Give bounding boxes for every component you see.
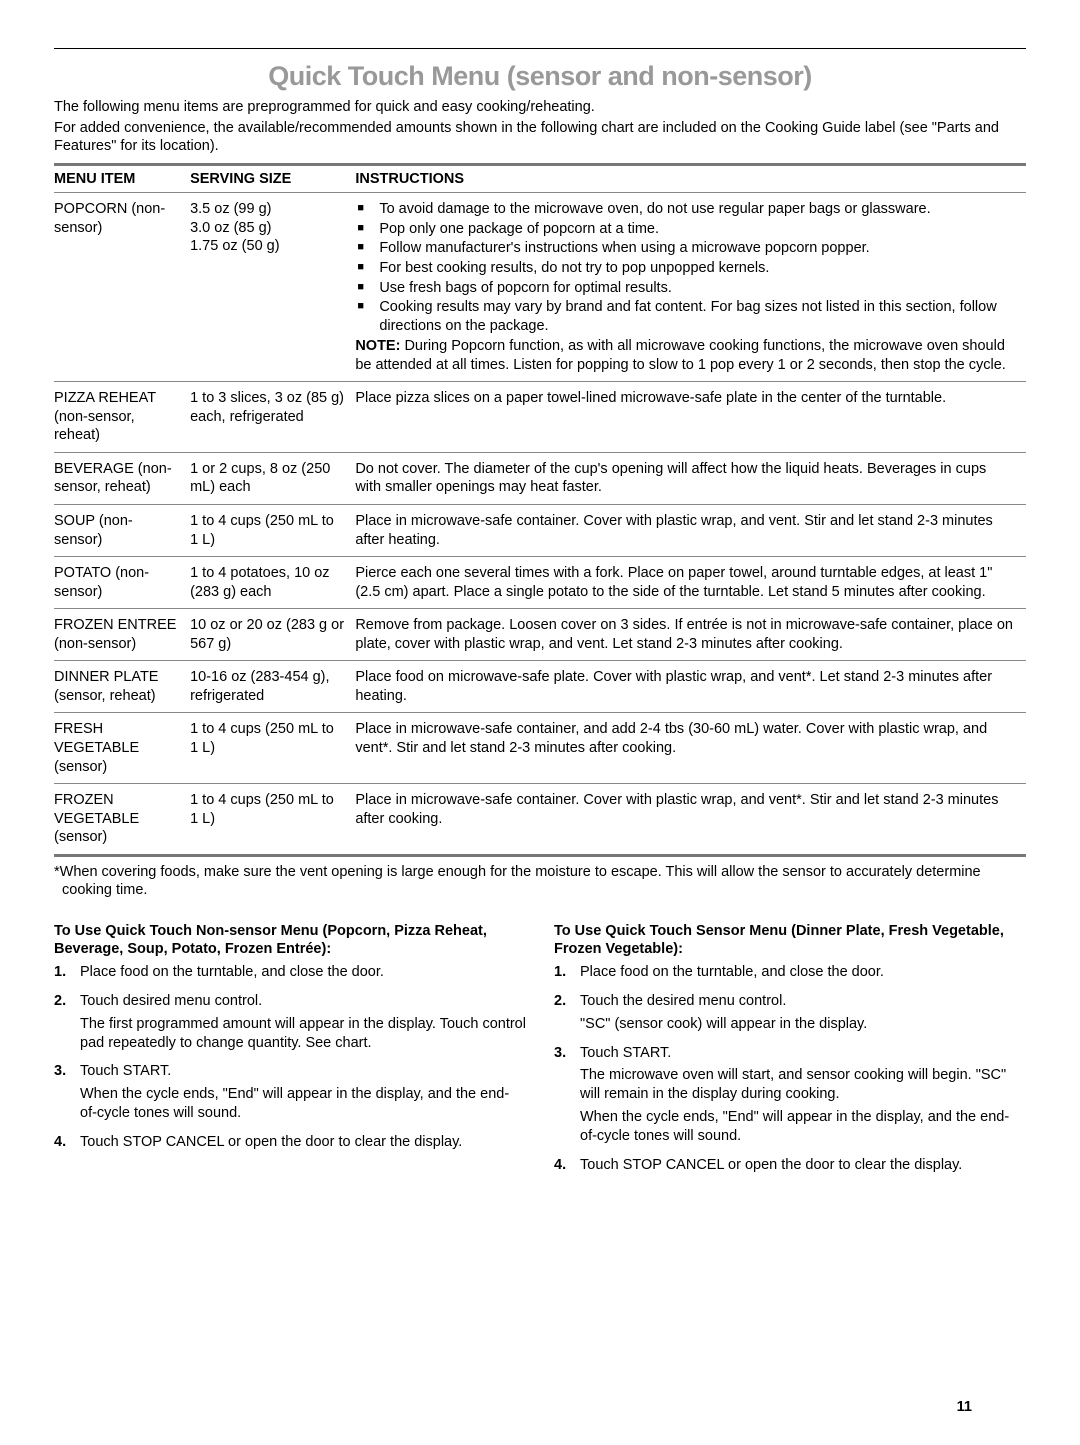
bullet-item: Pop only one package of popcorn at a tim…: [355, 220, 1016, 239]
cell-menu-item: DINNER PLATE (sensor, reheat): [54, 661, 190, 713]
cell-serving-size: 3.5 oz (99 g) 3.0 oz (85 g) 1.75 oz (50 …: [190, 193, 355, 382]
table-row: DINNER PLATE (sensor, reheat)10-16 oz (2…: [54, 661, 1026, 713]
step-item: Touch START.The microwave oven will star…: [554, 1044, 1026, 1146]
cell-instructions: Place pizza slices on a paper towel-line…: [355, 382, 1026, 453]
bullet-item: Cooking results may vary by brand and fa…: [355, 298, 1016, 335]
note-label: NOTE:: [355, 338, 400, 354]
table-row: FROZEN ENTREE (non-sensor)10 oz or 20 oz…: [54, 609, 1026, 661]
cell-menu-item: SOUP (non-sensor): [54, 505, 190, 557]
menu-table: MENU ITEM SERVING SIZE INSTRUCTIONS POPC…: [54, 163, 1026, 856]
cell-instructions: Pierce each one several times with a for…: [355, 557, 1026, 609]
left-steps: Place food on the turntable, and close t…: [54, 963, 526, 1152]
page-number: 11: [957, 1399, 972, 1415]
top-rule: [54, 48, 1026, 49]
cell-menu-item: PIZZA REHEAT (non-sensor, reheat): [54, 382, 190, 453]
step-subtext: When the cycle ends, "End" will appear i…: [80, 1085, 526, 1123]
instruction-columns: To Use Quick Touch Non-sensor Menu (Popc…: [54, 922, 1026, 1185]
table-row: FROZEN VEGETABLE (sensor)1 to 4 cups (25…: [54, 784, 1026, 856]
left-column: To Use Quick Touch Non-sensor Menu (Popc…: [54, 922, 526, 1185]
step-subtext: The microwave oven will start, and senso…: [580, 1066, 1026, 1104]
intro-p1: The following menu items are preprogramm…: [54, 98, 1026, 116]
bullet-item: Use fresh bags of popcorn for optimal re…: [355, 279, 1016, 298]
bullet-item: For best cooking results, do not try to …: [355, 259, 1016, 278]
cell-menu-item: FROZEN ENTREE (non-sensor): [54, 609, 190, 661]
step-item: Touch STOP CANCEL or open the door to cl…: [54, 1133, 526, 1152]
th-serving-size: SERVING SIZE: [190, 165, 355, 193]
cell-serving-size: 1 to 4 cups (250 mL to 1 L): [190, 505, 355, 557]
bullet-item: To avoid damage to the microwave oven, d…: [355, 200, 1016, 219]
left-heading: To Use Quick Touch Non-sensor Menu (Popc…: [54, 922, 526, 958]
cell-instructions: Remove from package. Loosen cover on 3 s…: [355, 609, 1026, 661]
step-item: Touch STOP CANCEL or open the door to cl…: [554, 1156, 1026, 1175]
step-item: Touch START.When the cycle ends, "End" w…: [54, 1062, 526, 1123]
right-heading: To Use Quick Touch Sensor Menu (Dinner P…: [554, 922, 1026, 958]
table-row: POTATO (non-sensor)1 to 4 potatoes, 10 o…: [54, 557, 1026, 609]
step-item: Touch the desired menu control."SC" (sen…: [554, 992, 1026, 1034]
cell-instructions: Place in microwave-safe container. Cover…: [355, 505, 1026, 557]
cell-menu-item: BEVERAGE (non-sensor, reheat): [54, 452, 190, 504]
step-subtext: The first programmed amount will appear …: [80, 1015, 526, 1053]
step-item: Place food on the turntable, and close t…: [554, 963, 1026, 982]
note-block: NOTE: During Popcorn function, as with a…: [355, 337, 1016, 374]
cell-menu-item: POPCORN (non-sensor): [54, 193, 190, 382]
instruction-bullets: To avoid damage to the microwave oven, d…: [355, 200, 1016, 335]
step-subtext: "SC" (sensor cook) will appear in the di…: [580, 1015, 1026, 1034]
footnote: *When covering foods, make sure the vent…: [62, 863, 1026, 900]
bullet-item: Follow manufacturer's instructions when …: [355, 239, 1016, 258]
step-item: Touch desired menu control.The first pro…: [54, 992, 526, 1053]
cell-serving-size: 1 to 4 cups (250 mL to 1 L): [190, 713, 355, 784]
th-instructions: INSTRUCTIONS: [355, 165, 1026, 193]
cell-instructions: Place food on microwave-safe plate. Cove…: [355, 661, 1026, 713]
cell-instructions: Do not cover. The diameter of the cup's …: [355, 452, 1026, 504]
step-item: Place food on the turntable, and close t…: [54, 963, 526, 982]
table-row: BEVERAGE (non-sensor, reheat)1 or 2 cups…: [54, 452, 1026, 504]
right-column: To Use Quick Touch Sensor Menu (Dinner P…: [554, 922, 1026, 1185]
table-row: PIZZA REHEAT (non-sensor, reheat)1 to 3 …: [54, 382, 1026, 453]
cell-serving-size: 1 or 2 cups, 8 oz (250 mL) each: [190, 452, 355, 504]
table-row: SOUP (non-sensor)1 to 4 cups (250 mL to …: [54, 505, 1026, 557]
cell-menu-item: FROZEN VEGETABLE (sensor): [54, 784, 190, 856]
cell-serving-size: 1 to 3 slices, 3 oz (85 g) each, refrige…: [190, 382, 355, 453]
cell-serving-size: 10-16 oz (283-454 g), refrigerated: [190, 661, 355, 713]
th-menu-item: MENU ITEM: [54, 165, 190, 193]
cell-menu-item: FRESH VEGETABLE (sensor): [54, 713, 190, 784]
cell-instructions: Place in microwave-safe container. Cover…: [355, 784, 1026, 856]
table-row: FRESH VEGETABLE (sensor)1 to 4 cups (250…: [54, 713, 1026, 784]
step-subtext: When the cycle ends, "End" will appear i…: [580, 1108, 1026, 1146]
page-title: Quick Touch Menu (sensor and non-sensor): [54, 61, 1026, 92]
cell-serving-size: 1 to 4 cups (250 mL to 1 L): [190, 784, 355, 856]
right-steps: Place food on the turntable, and close t…: [554, 963, 1026, 1175]
cell-serving-size: 1 to 4 potatoes, 10 oz (283 g) each: [190, 557, 355, 609]
cell-instructions: To avoid damage to the microwave oven, d…: [355, 193, 1026, 382]
table-row: POPCORN (non-sensor)3.5 oz (99 g) 3.0 oz…: [54, 193, 1026, 382]
cell-serving-size: 10 oz or 20 oz (283 g or 567 g): [190, 609, 355, 661]
intro-block: The following menu items are preprogramm…: [54, 98, 1026, 155]
cell-instructions: Place in microwave-safe container, and a…: [355, 713, 1026, 784]
intro-p2: For added convenience, the available/rec…: [54, 119, 1026, 155]
cell-menu-item: POTATO (non-sensor): [54, 557, 190, 609]
